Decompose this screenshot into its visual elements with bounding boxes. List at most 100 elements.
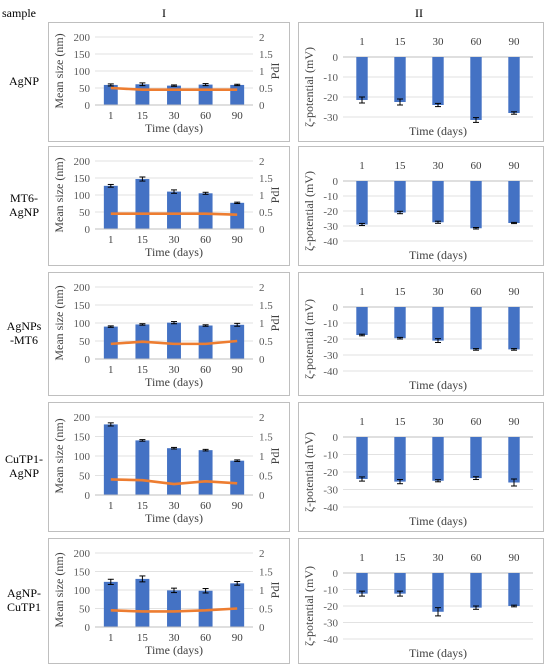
x-tick-label: 30 xyxy=(169,364,181,376)
zeta-svg: 0 -10 -20 -30 -40 1 15 30 60 90 Time (days) ζ-poten… xyxy=(302,416,533,528)
y-tick-label: 0 xyxy=(85,224,91,236)
y-axis-title: ζ-potential (mV) xyxy=(302,432,316,512)
y-axis-title: Mean size (nm) xyxy=(52,418,66,493)
x-tick-label: 1 xyxy=(108,632,114,644)
sample-label-line: AgNP- xyxy=(6,586,41,600)
size-bar xyxy=(167,448,181,495)
x-axis-title: Time (days) xyxy=(409,248,467,262)
x-tick-label: 60 xyxy=(200,234,212,246)
zeta-svg: 0 -10 -20 -30 1 15 30 60 90 Time (days) ζ-potentia… xyxy=(302,36,533,138)
y-tick-label: -40 xyxy=(323,366,338,378)
x-axis-title: Time (days) xyxy=(145,643,203,657)
x-tick-label: 30 xyxy=(169,632,181,644)
zeta-bar xyxy=(470,181,482,229)
zeta-bar xyxy=(394,307,406,339)
x-tick-label: 60 xyxy=(471,36,483,48)
zeta-bar xyxy=(470,437,482,479)
x-tick-label: 15 xyxy=(395,286,407,298)
y-tick-label: 50 xyxy=(79,604,91,616)
x-tick-label: 90 xyxy=(509,160,521,172)
y2-tick-label: 0 xyxy=(259,224,265,236)
sample-label-line: AgNP xyxy=(8,74,39,88)
sample-label-line: CuTP1 xyxy=(6,600,41,614)
y2-tick-label: 0.5 xyxy=(259,471,273,483)
x-tick-label: 1 xyxy=(359,552,365,564)
zeta-potential-chart: 0 -10 -20 -30 -40 1 15 30 60 90 Time (days) ζ-poten… xyxy=(298,272,544,396)
size-pdi-chart: 0 50 100 150 200 0 0.5 1 1.5 2 1 15 30 60 90 Time (days… xyxy=(48,146,290,266)
y-axis-title: ζ-potential (mV) xyxy=(302,171,316,251)
x-tick-label: 1 xyxy=(108,500,114,512)
zeta-bar xyxy=(394,181,406,213)
zeta-bar xyxy=(432,57,444,105)
zeta-potential-chart: 0 -10 -20 -30 -40 1 15 30 60 90 Time (days) ζ-poten… xyxy=(298,402,544,532)
y2-tick-label: 1.5 xyxy=(259,49,273,61)
y-axis-title: Mean size (nm) xyxy=(52,157,66,232)
x-tick-label: 90 xyxy=(232,632,244,644)
y2-tick-label: 2 xyxy=(259,548,265,560)
x-axis-title: Time (days) xyxy=(409,514,467,528)
pdi-line xyxy=(110,339,238,346)
size-bar xyxy=(230,202,245,229)
zeta-potential-chart: 0 -10 -20 -30 -40 1 15 30 60 90 Time (days) ζ-poten… xyxy=(298,146,544,266)
sample-label-line: -MT6 xyxy=(10,333,38,347)
sample-label: AgNPs -MT6 xyxy=(0,319,48,347)
x-tick-label: 15 xyxy=(395,160,407,172)
y-tick-label: 100 xyxy=(74,451,91,463)
x-tick-label: 60 xyxy=(200,500,212,512)
x-tick-label: 60 xyxy=(200,632,212,644)
y-axis-title: Mean size (nm) xyxy=(52,552,66,627)
y2-axis-title: PdI xyxy=(268,63,282,80)
y-tick-label: -20 xyxy=(323,467,338,479)
y-tick-label: -40 xyxy=(323,502,338,514)
zeta-bar xyxy=(508,437,520,483)
x-tick-label: 30 xyxy=(433,416,445,428)
size-pdi-svg: 0 50 100 150 200 0 0.5 1 1.5 2 1 15 30 60 90 Time (days… xyxy=(52,156,282,259)
y2-tick-label: 0 xyxy=(259,490,265,502)
y2-tick-label: 0 xyxy=(259,354,265,366)
size-bar xyxy=(135,440,150,495)
y-axis-title: Mean size (nm) xyxy=(52,33,66,108)
zeta-bar xyxy=(470,307,482,350)
y-tick-label: -20 xyxy=(323,92,338,104)
size-pdi-svg: 0 50 100 150 200 0 0.5 1 1.5 2 1 15 30 60 90 Time (days… xyxy=(52,32,282,135)
y-tick-label: 0 xyxy=(333,302,339,314)
x-tick-label: 1 xyxy=(108,234,114,246)
column-II-header: II xyxy=(415,6,423,20)
zeta-bar xyxy=(394,573,406,594)
sample-label: AgNP xyxy=(0,74,48,88)
y-tick-label: 150 xyxy=(74,49,91,61)
zeta-bar xyxy=(356,307,368,335)
y-tick-label: 0 xyxy=(333,176,339,188)
y-tick-label: 100 xyxy=(74,66,91,78)
size-bar xyxy=(198,325,213,359)
zeta-bar xyxy=(432,181,444,223)
size-bar xyxy=(198,84,213,105)
y2-tick-label: 1.5 xyxy=(259,173,273,185)
y2-axis-title: PdI xyxy=(268,448,282,465)
y-tick-label: 100 xyxy=(74,190,91,202)
x-axis-title: Time (days) xyxy=(145,121,203,135)
x-tick-label: 15 xyxy=(137,632,149,644)
x-tick-label: 15 xyxy=(137,234,149,246)
x-tick-label: 90 xyxy=(232,500,244,512)
x-tick-label: 90 xyxy=(232,234,244,246)
sample-label: AgNP- CuTP1 xyxy=(0,586,48,614)
y-axis-title: Mean size (nm) xyxy=(52,285,66,360)
x-axis-title: Time (days) xyxy=(145,375,203,389)
y2-tick-label: 0 xyxy=(259,622,265,634)
size-pdi-chart: 0 50 100 150 200 0 0.5 1 1.5 2 1 15 30 60 90 Time (days… xyxy=(48,402,290,532)
x-tick-label: 60 xyxy=(471,160,483,172)
y2-tick-label: 0.5 xyxy=(259,604,273,616)
x-tick-label: 90 xyxy=(509,286,521,298)
zeta-potential-chart: 0 -10 -20 -30 -40 1 15 30 60 90 Time (days) ζ-poten… xyxy=(298,538,544,664)
y-tick-label: -10 xyxy=(323,450,338,462)
zeta-bar xyxy=(432,573,444,612)
y2-tick-label: 0.5 xyxy=(259,83,273,95)
y-tick-label: -20 xyxy=(323,601,338,613)
y-tick-label: 0 xyxy=(85,354,91,366)
size-bar xyxy=(103,424,118,495)
size-bar xyxy=(230,460,245,495)
x-tick-label: 15 xyxy=(395,36,407,48)
size-bar xyxy=(167,191,181,229)
y2-tick-label: 1.5 xyxy=(259,567,273,579)
